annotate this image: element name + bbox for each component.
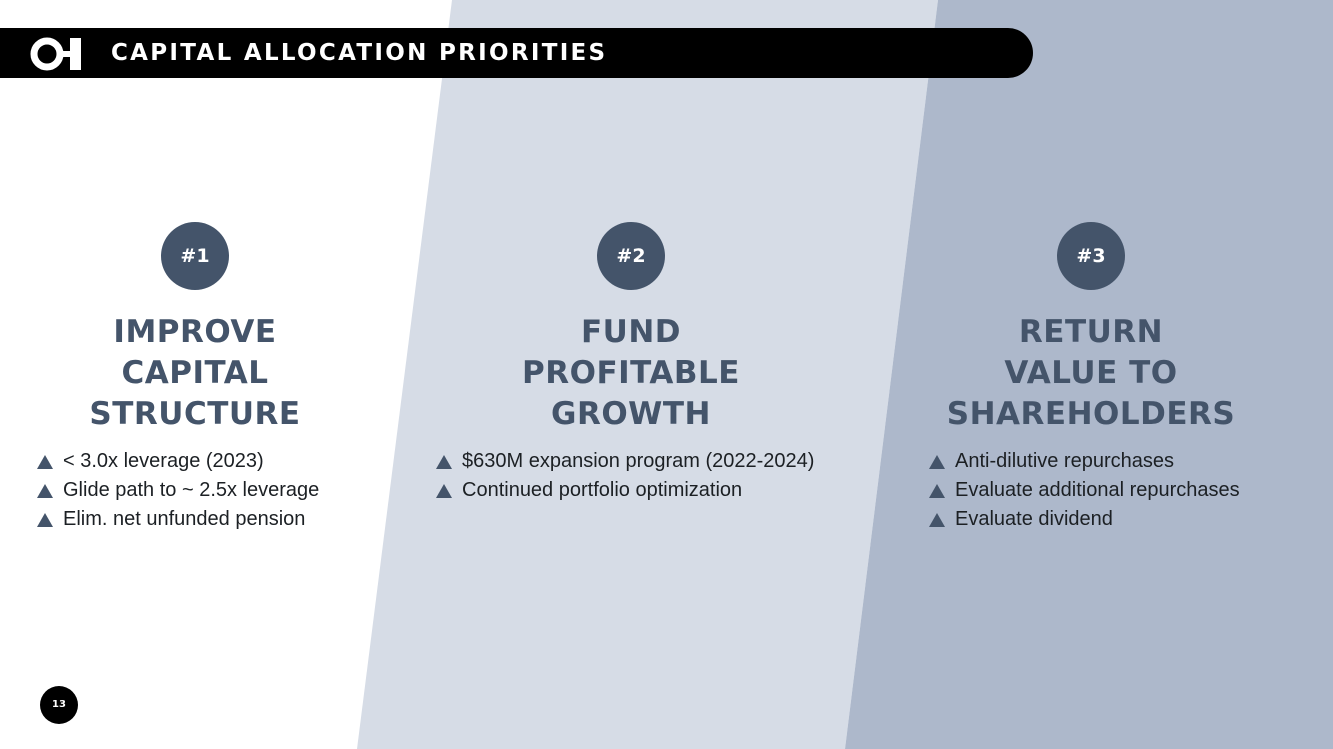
bullet-item: Evaluate additional repurchases	[929, 476, 1240, 505]
bullet-text: Evaluate dividend	[955, 508, 1113, 530]
heading-line: PROFITABLE	[522, 355, 740, 391]
o-i-logo-icon	[30, 37, 81, 71]
priority-bullets-2: $630M expansion program (2022-2024) Cont…	[436, 447, 814, 505]
heading-line: RETURN	[1018, 314, 1164, 350]
triangle-bullet-icon	[929, 483, 945, 498]
bullet-item: < 3.0x leverage (2023)	[37, 447, 319, 476]
slide-title: CAPITAL ALLOCATION PRIORITIES	[111, 40, 608, 66]
bullet-item: Evaluate dividend	[929, 505, 1240, 534]
priority-bullets-3: Anti-dilutive repurchases Evaluate addit…	[929, 447, 1240, 534]
priority-bullets-1: < 3.0x leverage (2023) Glide path to ~ 2…	[37, 447, 319, 534]
priority-heading-1: IMPROVE CAPITAL STRUCTURE	[15, 312, 375, 435]
bullet-item: $630M expansion program (2022-2024)	[436, 447, 814, 476]
bullet-text: Continued portfolio optimization	[462, 479, 743, 501]
triangle-bullet-icon	[37, 454, 53, 469]
priority-badge-2: #2	[597, 222, 665, 290]
triangle-bullet-icon	[37, 512, 53, 527]
bullet-item: Glide path to ~ 2.5x leverage	[37, 476, 319, 505]
heading-line: CAPITAL	[121, 355, 269, 391]
triangle-bullet-icon	[929, 512, 945, 527]
bullet-item: Elim. net unfunded pension	[37, 505, 319, 534]
triangle-bullet-icon	[436, 483, 452, 498]
middle-panel	[357, 0, 938, 749]
right-panel	[845, 0, 1333, 749]
priority-heading-3: RETURN VALUE TO SHAREHOLDERS	[911, 312, 1271, 435]
page-number: 13	[40, 686, 78, 724]
bullet-text: Elim. net unfunded pension	[63, 508, 306, 530]
heading-line: IMPROVE	[113, 314, 277, 350]
heading-line: SHAREHOLDERS	[946, 396, 1236, 432]
priority-badge-1: #1	[161, 222, 229, 290]
heading-line: VALUE TO	[1004, 355, 1178, 391]
bullet-text: Glide path to ~ 2.5x leverage	[63, 479, 320, 501]
heading-line: STRUCTURE	[89, 396, 301, 432]
bullet-text: < 3.0x leverage (2023)	[63, 450, 264, 472]
bullet-item: Anti-dilutive repurchases	[929, 447, 1240, 476]
bullet-item: Continued portfolio optimization	[436, 476, 814, 505]
bullet-text: $630M expansion program (2022-2024)	[462, 450, 815, 472]
bullet-text: Evaluate additional repurchases	[955, 479, 1240, 501]
priority-badge-3: #3	[1057, 222, 1125, 290]
triangle-bullet-icon	[436, 454, 452, 469]
triangle-bullet-icon	[37, 483, 53, 498]
title-bar	[0, 28, 1033, 78]
triangle-bullet-icon	[929, 454, 945, 469]
priority-heading-2: FUND PROFITABLE GROWTH	[451, 312, 811, 435]
bullet-text: Anti-dilutive repurchases	[955, 450, 1174, 472]
heading-line: GROWTH	[551, 396, 711, 432]
heading-line: FUND	[580, 314, 682, 350]
